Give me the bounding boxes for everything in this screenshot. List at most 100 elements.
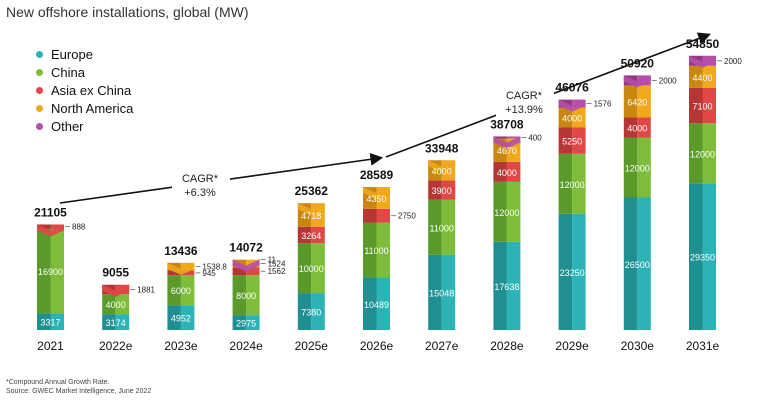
data-label-2022e-0: 3174: [106, 318, 126, 328]
data-label-2025e-2: 3264: [301, 231, 321, 241]
total-label-2030e: 50920: [621, 56, 655, 70]
bar-segment-left-2030e-3: [623, 85, 638, 118]
bar-segment-left-2021-0: [37, 313, 51, 330]
bar-segment-2029e-3: [572, 107, 586, 128]
bar-cap-2023e: [167, 262, 195, 275]
bar-segment-left-2030e-1: [623, 137, 638, 198]
bar-segment-2025e-2: [311, 226, 325, 244]
bar-segment-left-2027e-1: [428, 199, 442, 255]
data-label-2027e-0: 15048: [429, 288, 454, 298]
data-label-2023e-2: 945: [202, 269, 216, 278]
bar-segment-2030e-0: [637, 197, 651, 330]
bar-segment-2025e-0: [311, 293, 325, 330]
footnote-cagr: *Compound Annual Growth Rate.: [6, 379, 110, 386]
data-label-2028e-0: 17638: [494, 282, 519, 292]
cagr-2-value: +13.9%: [505, 104, 543, 116]
category-label-2021: 2021: [37, 339, 64, 353]
bar-cap-2028e: [493, 136, 521, 149]
category-label-2027e: 2027e: [425, 339, 459, 353]
bar-segment-2025e-1: [311, 243, 325, 294]
bar-segment-left-2024e-1: [232, 275, 247, 316]
bar-segment-2031e-0: [702, 183, 716, 330]
bars-group: 3317 16900 888 21105 2021 3174 4000 1881 9055 202…: [34, 37, 742, 353]
data-label-2021-1: 16900: [38, 267, 63, 277]
bar-segment-2021-2: [50, 224, 64, 229]
bar-cap-2025e: [297, 203, 325, 216]
bar-segment-left-2024e-2: [232, 267, 247, 276]
data-label-2023e-0: 4952: [171, 314, 191, 324]
bar-segment-2031e-2: [702, 87, 716, 124]
data-label-2031e-1: 12000: [690, 149, 715, 159]
bar-segment-2027e-2: [441, 180, 456, 200]
total-label-2029e: 46076: [555, 81, 589, 95]
bar-segment-2028e-4: [506, 136, 521, 139]
data-label-2029e-0: 23250: [560, 268, 585, 278]
footnote-source: Source: GWEC Market Intelligence, June 2…: [6, 388, 152, 395]
data-label-2026e-0: 10489: [364, 300, 389, 310]
data-label-2028e-2: 4000: [497, 168, 517, 178]
data-label-2029e-2: 5250: [562, 137, 582, 147]
bar-segment-2024e-0: [246, 315, 260, 330]
bar-segment-left-2021-2: [37, 224, 51, 229]
data-label-2027e-3: 4000: [432, 166, 452, 176]
legend-item-other: Other: [36, 117, 133, 135]
bar-segment-left-2029e-1: [558, 153, 573, 214]
bar-segment-left-2027e-0: [428, 254, 442, 330]
data-label-2025e-3: 4718: [301, 211, 321, 221]
data-label-2027e-2: 3900: [432, 186, 452, 196]
bar-segment-left-2026e-0: [363, 277, 377, 330]
category-label-2024e: 2024e: [229, 339, 263, 353]
total-label-2027e: 33948: [425, 141, 459, 155]
data-label-2025e-1: 10000: [299, 264, 324, 274]
legend-label-china: China: [51, 64, 85, 80]
cagr-2-label: CAGR*: [506, 90, 543, 102]
bar-segment-2022e-0: [115, 314, 130, 330]
category-label-2026e: 2026e: [360, 339, 394, 353]
bar-segment-left-2026e-2: [363, 208, 377, 223]
bar-segment-left-2025e-0: [297, 293, 312, 330]
category-label-2031e: 2031e: [686, 339, 720, 353]
total-label-2024e: 14072: [229, 241, 263, 255]
bar-segment-left-2030e-2: [623, 117, 638, 138]
data-label-2024e-4: 11: [268, 256, 277, 265]
data-label-2024e-0: 2975: [236, 319, 256, 329]
bar-segment-left-2022e-0: [102, 314, 116, 330]
data-label-2030e-3: 6420: [627, 97, 647, 107]
data-label-2026e-2: 2750: [398, 212, 416, 221]
bar-segment-2030e-1: [637, 137, 651, 198]
bar-segment-left-2029e-0: [558, 213, 573, 330]
bar-cap-2029e: [558, 99, 586, 112]
legend-label-other: Other: [51, 118, 84, 134]
bar-segment-left-2028e-0: [493, 241, 507, 330]
bar-segment-left-2025e-2: [297, 226, 312, 244]
stacked-bar-chart: CAGR* +6.3% CAGR* +13.9% 3317 16900 888 211…: [34, 32, 742, 353]
total-label-2026e: 28589: [360, 168, 394, 182]
legend-swatch-asia-ex-china: [36, 86, 43, 94]
category-label-2025e: 2025e: [295, 339, 329, 353]
data-label-2025e-0: 7380: [301, 308, 321, 318]
bar-segment-left-2022e-1: [102, 294, 116, 315]
bar-segment-2027e-1: [441, 199, 456, 255]
data-label-2030e-1: 12000: [625, 164, 650, 174]
legend-swatch-north-america: [36, 104, 43, 112]
bar-segment-left-2024e-0: [232, 315, 247, 330]
data-label-2023e-1: 6000: [171, 286, 191, 296]
data-label-2030e-2: 4000: [627, 124, 647, 134]
data-label-2024e-3: 1524: [268, 260, 286, 269]
bar-segment-left-2021-1: [37, 228, 51, 314]
bar-segment-2029e-2: [572, 127, 586, 154]
data-label-2030e-4: 2000: [659, 76, 677, 85]
bar-segment-2024e-2: [246, 267, 260, 276]
bar-segment-2022e-1: [115, 294, 130, 315]
data-label-2030e-0: 26500: [625, 260, 650, 270]
bar-segment-2028e-1: [506, 181, 521, 242]
bar-segment-left-2028e-1: [493, 181, 507, 242]
bar-segment-left-2023e-0: [167, 305, 181, 330]
bar-segment-left-2031e-3: [689, 65, 703, 88]
total-label-2028e: 38708: [490, 117, 524, 131]
bar-segment-2029e-1: [572, 153, 586, 214]
bar-segment-left-2029e-2: [558, 127, 573, 154]
legend-label-asia-ex-china: Asia ex China: [51, 82, 132, 98]
bar-cap-2022e: [102, 284, 130, 297]
data-label-2031e-4: 2000: [724, 57, 742, 66]
